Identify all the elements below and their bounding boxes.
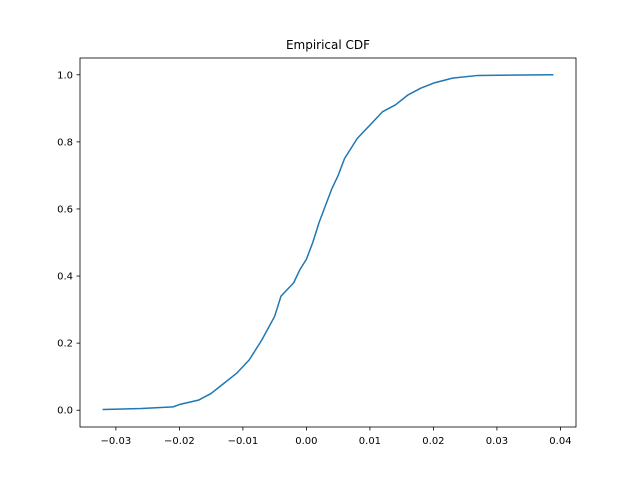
y-tick-label: 0.4 — [57, 272, 73, 283]
x-tick-label: 0.02 — [422, 436, 444, 447]
y-tick-label: 0.2 — [57, 339, 73, 350]
x-tick-label: −0.03 — [101, 436, 132, 447]
x-tick-label: −0.02 — [164, 436, 195, 447]
y-tick-label: 0.6 — [57, 204, 73, 215]
line-series — [102, 74, 554, 411]
x-tick-label: 0.00 — [295, 436, 317, 447]
x-tick-label: 0.04 — [549, 436, 571, 447]
x-tick-label: 0.03 — [486, 436, 508, 447]
axes-frame — [79, 57, 577, 428]
chart-title: Empirical CDF — [286, 38, 370, 52]
x-tick-label: −0.01 — [228, 436, 259, 447]
y-tick-label: 1.0 — [57, 70, 73, 81]
x-tick-label: 0.01 — [359, 436, 381, 447]
y-tick-label: 0.0 — [57, 406, 73, 417]
y-tick-label: 0.8 — [57, 137, 73, 148]
